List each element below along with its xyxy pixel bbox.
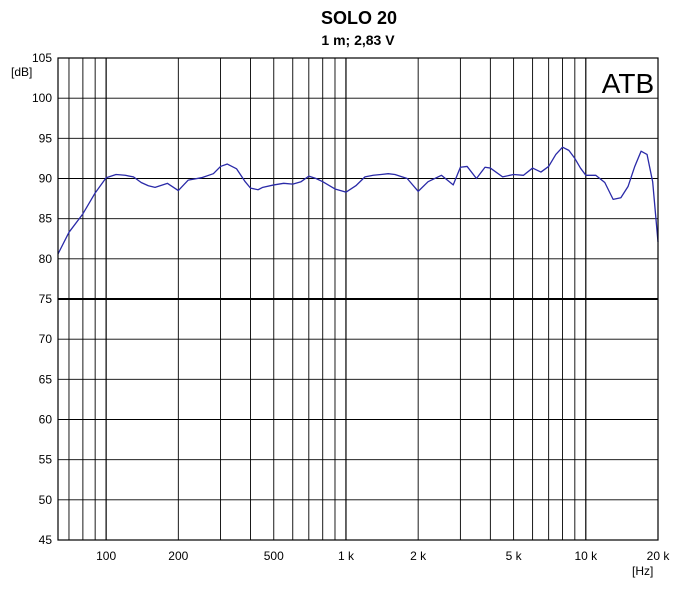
x-tick-labels: 100 200 500 1 k 2 k 5 k 10 k 20 k [96, 549, 670, 563]
y-axis-unit-label: [dB] [11, 65, 32, 79]
y-tick-label: 60 [39, 413, 53, 427]
y-tick-label: 95 [39, 131, 53, 145]
y-tick-label: 85 [39, 212, 53, 226]
x-axis-unit-label: [Hz] [632, 564, 653, 578]
y-tick-label: 45 [39, 533, 53, 547]
y-tick-label: 90 [39, 172, 53, 186]
y-tick-label: 55 [39, 453, 53, 467]
y-tick-label: 80 [39, 252, 53, 266]
x-tick-label: 5 k [506, 549, 523, 563]
x-tick-label: 10 k [574, 549, 598, 563]
y-tick-label: 65 [39, 372, 53, 386]
chart-subtitle: 1 m; 2,83 V [321, 32, 395, 48]
grid-layer [58, 57, 659, 541]
x-tick-label: 100 [96, 549, 116, 563]
y-tick-label: 50 [39, 493, 53, 507]
x-tick-label: 2 k [410, 549, 427, 563]
y-tick-label: 75 [39, 292, 53, 306]
y-tick-label: 100 [32, 91, 52, 105]
x-tick-label: 1 k [338, 549, 355, 563]
x-tick-label: 500 [264, 549, 284, 563]
x-tick-label: 200 [168, 549, 188, 563]
frequency-response-curve [57, 146, 659, 255]
y-tick-label: 105 [32, 51, 52, 65]
chart-title: SOLO 20 [321, 8, 397, 28]
y-tick-label: 70 [39, 332, 53, 346]
plot-frame [57, 57, 659, 541]
atb-logo: ATB [602, 68, 654, 99]
curve-layer [57, 146, 659, 255]
y-tick-labels: 105 100 95 90 85 80 75 70 65 60 55 50 45 [32, 51, 52, 547]
x-tick-label: 20 k [647, 549, 671, 563]
